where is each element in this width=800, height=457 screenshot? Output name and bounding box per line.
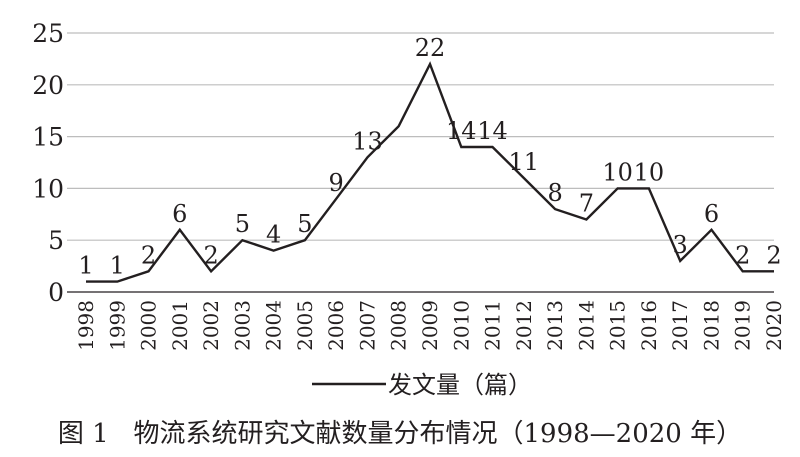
data-label: 6 [704,200,719,228]
data-label: 22 [415,34,446,62]
x-tick-label: 2010 [449,300,473,351]
x-tick-label: 2017 [668,300,692,351]
legend: 发文量（篇） [312,371,532,399]
data-label: 10 [602,158,633,186]
x-tick-label: 2013 [543,300,567,351]
x-tick-label: 2011 [481,300,505,351]
series-line [86,61,774,283]
x-tick-label: 2018 [699,300,723,351]
data-label: 3 [673,231,688,259]
x-tick-label: 2002 [199,300,223,351]
data-label: 2 [735,241,750,269]
x-tick-label: 2019 [731,300,755,351]
data-label: 6 [172,200,187,228]
y-axis-ticks: 0 5 10 15 20 25 [32,19,64,307]
x-tick-label: 2015 [606,300,630,351]
data-label: 13 [352,127,383,155]
x-tick-label: 2012 [512,300,536,351]
data-label: 2 [141,241,156,269]
x-tick-label: 1998 [74,300,98,351]
data-label: 2 [766,241,781,269]
data-label: 1 [78,252,93,280]
x-tick-label: 2005 [293,300,317,351]
x-tick-label: 2020 [762,300,786,351]
y-tick-label: 15 [32,123,64,152]
x-tick-label: 2014 [574,300,598,351]
data-label: 8 [547,179,562,207]
gridlines [67,32,774,293]
data-label: 7 [579,189,594,217]
x-tick-label: 2001 [168,300,192,351]
y-tick-label: 10 [32,174,64,203]
data-label: 11 [509,148,540,176]
x-tick-label: 2000 [137,300,161,351]
x-tick-label: 2016 [637,300,661,351]
figure-caption: 图 1 物流系统研究文献数量分布情况（1998—2020 年） [57,419,743,449]
x-tick-label: 1999 [105,300,129,351]
x-tick-label: 2007 [355,300,379,351]
data-label: 9 [329,169,344,197]
data-label: 10 [634,158,665,186]
legend-label: 发文量（篇） [388,371,532,399]
x-tick-label: 2008 [387,300,411,351]
data-label: 5 [235,210,250,238]
y-tick-label: 0 [48,278,64,307]
y-tick-label: 25 [32,19,64,48]
data-label: 1 [110,252,125,280]
data-label: 5 [297,210,312,238]
data-label: 4 [266,221,281,249]
data-label: 14 [477,117,508,145]
x-axis-ticks: 1998 1999 2000 2001 2002 2003 2004 2005 2006 2007… [74,300,786,351]
x-tick-label: 2003 [230,300,254,351]
y-tick-label: 20 [32,71,64,100]
x-tick-label: 2009 [418,300,442,351]
data-label: 2 [203,241,218,269]
x-tick-label: 2004 [262,300,286,351]
x-tick-label: 2006 [324,300,348,351]
data-label: 14 [446,117,477,145]
y-tick-label: 5 [48,226,64,255]
